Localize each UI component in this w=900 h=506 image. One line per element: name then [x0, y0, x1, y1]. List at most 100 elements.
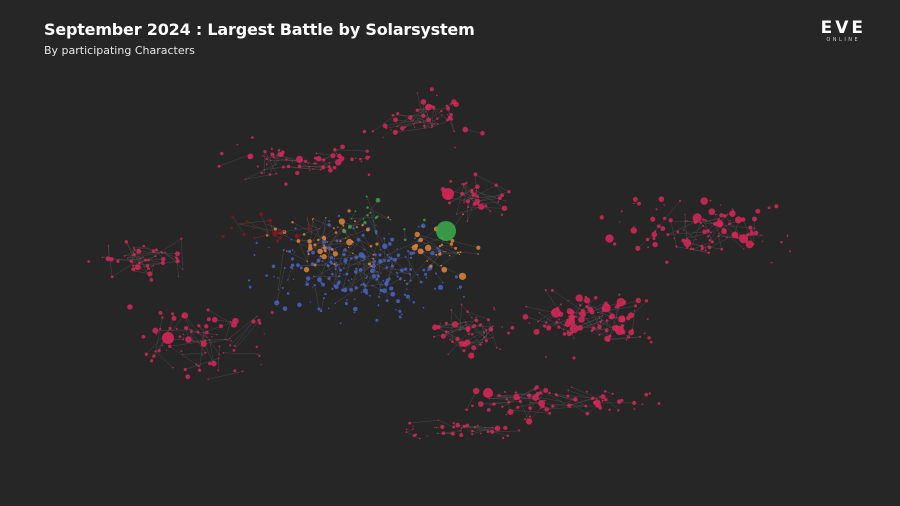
- system-dot: [382, 279, 385, 282]
- gate-link: [208, 371, 243, 380]
- system-dot: [307, 239, 312, 244]
- system-dot: [615, 304, 620, 309]
- system-dot: [152, 264, 155, 267]
- system-dot: [591, 326, 596, 331]
- title: September 2024 : Largest Battle by Solar…: [44, 20, 475, 39]
- system-dot: [303, 159, 308, 164]
- gate-link: [752, 219, 755, 245]
- system-dot: [374, 229, 378, 233]
- system-dot: [467, 333, 470, 336]
- gate-link: [276, 267, 285, 303]
- system-dot: [700, 244, 704, 248]
- system-dot: [207, 361, 212, 366]
- system-dot: [206, 317, 211, 322]
- system-dot: [648, 392, 651, 395]
- system-dot: [423, 124, 426, 128]
- system-dot: [413, 122, 415, 125]
- system-dot: [474, 318, 479, 323]
- system-dot: [641, 403, 644, 406]
- system-dot: [260, 363, 262, 366]
- system-dot: [291, 221, 294, 224]
- system-dot: [159, 327, 162, 331]
- system-dot: [660, 226, 666, 231]
- system-dot: [218, 345, 221, 348]
- system-dot: [710, 231, 713, 234]
- system-dot: [310, 262, 315, 266]
- system-dot: [328, 161, 331, 164]
- system-dot: [647, 246, 650, 249]
- system-dot: [444, 321, 448, 325]
- system-dot: [479, 432, 482, 435]
- system-dot: [425, 105, 430, 110]
- system-dot: [445, 104, 449, 108]
- system-dot: [328, 249, 330, 251]
- gate-link: [471, 317, 487, 331]
- gate-link: [508, 386, 537, 403]
- system-dot: [312, 286, 314, 288]
- gate-link: [199, 332, 205, 371]
- system-dot: [87, 260, 91, 263]
- system-dot: [107, 244, 110, 247]
- system-dot: [409, 251, 414, 256]
- system-dot: [168, 344, 172, 349]
- system-dot: [389, 286, 394, 291]
- system-dot: [331, 256, 334, 259]
- system-dot: [753, 230, 759, 236]
- system-dot: [628, 329, 635, 336]
- system-dot: [365, 155, 370, 160]
- system-dot: [124, 240, 129, 244]
- system-dot: [369, 244, 373, 248]
- system-dot: [363, 248, 365, 251]
- system-dot: [503, 390, 506, 393]
- system-dot: [618, 221, 621, 223]
- system-dot: [382, 258, 385, 261]
- system-dot: [319, 168, 322, 171]
- system-dot: [275, 163, 277, 166]
- system-dot: [375, 197, 381, 203]
- system-dot: [420, 99, 427, 105]
- system-dot: [532, 394, 539, 401]
- system-dot: [507, 408, 514, 415]
- system-dot: [203, 331, 205, 334]
- system-dot: [415, 108, 419, 112]
- system-dot: [476, 245, 481, 250]
- system-dot: [383, 261, 385, 263]
- system-dot: [352, 243, 354, 246]
- system-dot: [646, 318, 649, 320]
- gate-link: [367, 215, 377, 234]
- system-dot: [451, 321, 459, 328]
- system-dot: [462, 424, 466, 428]
- system-dot: [131, 254, 133, 256]
- system-dot: [728, 222, 731, 226]
- system-dot: [343, 274, 345, 276]
- gate-link: [466, 390, 477, 410]
- system-dot: [466, 205, 470, 209]
- system-dot: [341, 288, 345, 292]
- system-dot: [466, 310, 469, 314]
- system-dot: [551, 404, 555, 408]
- system-dot: [723, 214, 727, 218]
- gate-link: [370, 212, 377, 234]
- system-dot: [392, 129, 398, 135]
- system-dot: [396, 125, 399, 128]
- system-dot: [441, 114, 443, 116]
- system-dot: [217, 369, 219, 372]
- system-dot: [492, 402, 496, 406]
- gate-link: [335, 283, 364, 304]
- system-dot: [368, 294, 371, 297]
- system-dot: [396, 253, 401, 258]
- system-dot: [361, 254, 366, 259]
- gate-link: [472, 194, 503, 199]
- system-dot: [382, 123, 388, 129]
- system-dot: [361, 223, 364, 227]
- system-dot: [270, 147, 273, 150]
- system-dot: [478, 203, 485, 210]
- gate-link: [182, 352, 206, 355]
- system-dot: [373, 262, 375, 265]
- system-dot: [425, 110, 427, 112]
- gate-link: [322, 260, 346, 289]
- system-dot: [489, 404, 491, 406]
- system-dot: [468, 352, 475, 359]
- system-dot: [433, 287, 437, 290]
- logo-subtext: ONLINE: [826, 37, 861, 43]
